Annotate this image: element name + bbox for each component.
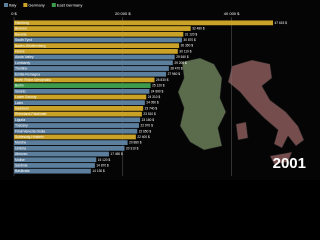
- legend-label: Italy: [9, 2, 16, 7]
- bar: [14, 168, 91, 174]
- category-label: Lazio: [15, 101, 23, 105]
- legend-swatch: [23, 3, 28, 7]
- value-label: 14 130 $: [92, 169, 105, 173]
- bar: [14, 140, 128, 146]
- value-label: 25 830 $: [156, 78, 169, 82]
- value-label: 29 200 $: [174, 61, 187, 65]
- category-label: Rhineland-Palatinate: [15, 112, 47, 116]
- value-label: 14 870 $: [96, 163, 109, 167]
- category-label: Basilicata: [15, 169, 30, 173]
- category-label: Abruzzo: [15, 152, 28, 156]
- category-label: Lombardy: [15, 61, 30, 65]
- bar: [14, 151, 109, 157]
- x-tick-label: 0 $: [11, 11, 17, 16]
- bar: [14, 66, 169, 71]
- bar: [14, 106, 144, 111]
- bar: [14, 94, 147, 100]
- bar: [14, 157, 97, 163]
- x-tick-label: 20 000 $: [115, 11, 131, 16]
- value-label: 24 310 $: [148, 95, 161, 99]
- legend-swatch: [4, 3, 8, 7]
- bar: [14, 20, 274, 26]
- value-label: 30 870 $: [183, 38, 196, 42]
- bar: [14, 43, 180, 49]
- value-label: 20 880 $: [129, 141, 142, 145]
- value-label: 24 890 $: [151, 89, 164, 93]
- category-label: Bavaria: [15, 32, 27, 36]
- germany-map: [177, 57, 227, 151]
- value-label: 15 120 $: [98, 158, 111, 162]
- category-label: Veneto: [15, 89, 26, 93]
- x-tick-label: 40 000 $: [224, 11, 240, 16]
- bar: [14, 117, 141, 123]
- category-label: Hamburg: [15, 21, 29, 25]
- category-label: Sardinia: [15, 164, 28, 168]
- bar: [14, 54, 175, 60]
- value-label: 31 120 $: [185, 32, 198, 36]
- sicily-map: [269, 151, 293, 165]
- category-label: Molise: [15, 158, 25, 162]
- category-label: Marche: [15, 141, 26, 145]
- bar: [14, 88, 150, 94]
- category-label: Lower Saxony: [15, 95, 37, 99]
- bar: [14, 145, 125, 151]
- value-label: 27 960 $: [168, 72, 181, 76]
- category-label: Trentino: [15, 67, 27, 71]
- value-label: 22 650 $: [139, 129, 152, 133]
- bar: [14, 163, 95, 168]
- italy-map: [227, 59, 305, 149]
- bar: [14, 60, 173, 66]
- bar: [14, 83, 151, 88]
- bar: [14, 128, 138, 134]
- value-label: 47 615 $: [275, 21, 288, 25]
- bar: [14, 111, 142, 117]
- bar: [14, 123, 139, 128]
- legend-label: East Germany: [57, 2, 83, 7]
- bar: [14, 37, 182, 43]
- category-label: South Tyrol: [15, 38, 32, 42]
- maps: [177, 57, 305, 165]
- value-label: 20 310 $: [126, 146, 139, 150]
- value-label: 28 470 $: [170, 67, 183, 71]
- category-label: Friuli-Venezia Giulia: [15, 129, 45, 133]
- category-label: Aosta Valley: [15, 55, 34, 59]
- bar: [14, 134, 136, 140]
- value-label: 30 350 $: [181, 44, 194, 48]
- category-label: Berlin: [15, 84, 24, 88]
- bar: [14, 26, 191, 31]
- bar: [14, 100, 145, 106]
- value-label: 24 050 $: [146, 101, 159, 105]
- category-label: Emilia-Romagna: [15, 72, 40, 76]
- value-label: 25 120 $: [152, 84, 165, 88]
- bar: [14, 71, 167, 77]
- category-label: Bremen: [15, 27, 27, 31]
- value-label: 32 480 $: [192, 27, 205, 31]
- bar: [14, 48, 178, 54]
- bar: [14, 31, 184, 37]
- category-label: Saarland: [15, 106, 29, 110]
- category-label: Hesse: [15, 49, 25, 53]
- value-label: 22 970 $: [140, 124, 153, 128]
- bar: [14, 77, 155, 83]
- value-label: 23 740 $: [145, 106, 158, 110]
- legend-label: Germany: [28, 2, 44, 7]
- value-label: 29 540 $: [176, 55, 189, 59]
- chart: 2001 Italy Germany East Germany 0 $ 20 000 $…: [4, 2, 306, 176]
- value-label: 22 400 $: [137, 135, 150, 139]
- category-label: Liguria: [15, 118, 25, 122]
- sardinia-map: [235, 121, 249, 141]
- year-label: 2001: [273, 155, 306, 172]
- category-label: Umbria: [15, 146, 26, 150]
- value-label: 30 110 $: [179, 49, 191, 53]
- value-label: 17 450 $: [110, 152, 123, 156]
- value-label: 23 510 $: [143, 112, 156, 116]
- category-label: Schleswig-Holstein: [15, 135, 44, 139]
- category-label: Tuscany: [15, 124, 28, 128]
- category-label: Baden-Württemberg: [15, 44, 46, 48]
- category-label: North Rhine-Westphalia: [15, 78, 51, 82]
- legend-swatch: [51, 3, 56, 7]
- value-label: 23 180 $: [142, 118, 155, 122]
